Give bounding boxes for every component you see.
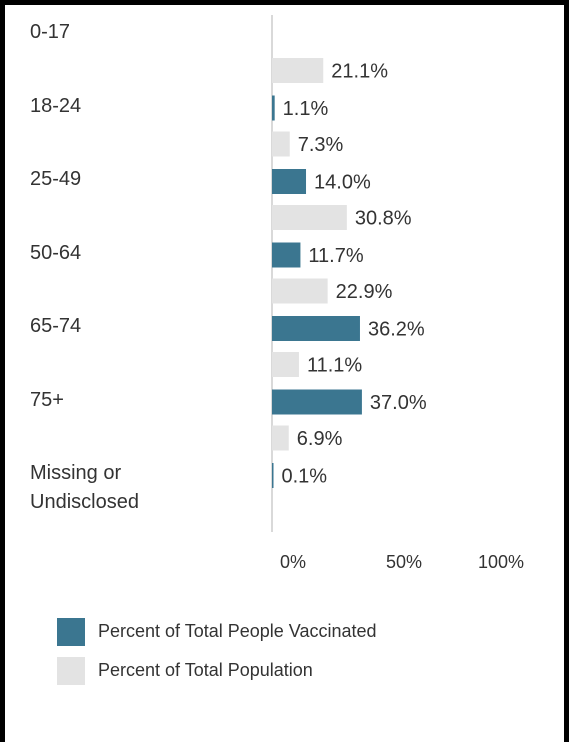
x-tick-label: 0% bbox=[280, 552, 306, 572]
data-label-vaccinated: 11.7% bbox=[308, 245, 363, 267]
category-label: 75+ bbox=[30, 388, 64, 411]
data-label-population: 7.3% bbox=[298, 134, 344, 156]
category-label: 25-49 bbox=[30, 168, 82, 190]
legend-swatch bbox=[57, 657, 85, 685]
bar-vaccinated bbox=[272, 242, 301, 268]
legend-label: Percent of Total People Vaccinated bbox=[98, 621, 377, 641]
bar-vaccinated bbox=[272, 463, 274, 488]
legend-label: Percent of Total Population bbox=[98, 660, 313, 680]
data-label-vaccinated: 1.1% bbox=[283, 98, 329, 120]
legend-swatch bbox=[57, 618, 85, 646]
category-label: 65-74 bbox=[30, 315, 82, 337]
x-tick-label: 50% bbox=[386, 552, 422, 572]
bar-vaccinated bbox=[272, 169, 307, 194]
bar-vaccinated bbox=[272, 95, 275, 121]
data-label-population: 30.8% bbox=[355, 208, 412, 230]
category-label: 50-64 bbox=[30, 241, 82, 264]
category-label: Missing or Undisclosed bbox=[30, 462, 139, 513]
bar-vaccinated bbox=[272, 389, 362, 415]
data-label-vaccinated: 14.0% bbox=[314, 172, 371, 194]
bar-population bbox=[272, 278, 328, 304]
data-label-vaccinated: 0.1% bbox=[282, 466, 328, 488]
data-label-population: 22.9% bbox=[336, 281, 393, 303]
bar-chart: 1.1% 14.0% 11.7% 36.2% 37.0% 0.1% 21.1% 7.3% 30.… bbox=[271, 15, 524, 572]
data-label-population: 6.9% bbox=[297, 428, 343, 450]
bar-population bbox=[272, 352, 299, 377]
x-tick-label: 100% bbox=[478, 552, 524, 572]
bar-population bbox=[272, 205, 347, 230]
bar-population bbox=[272, 58, 324, 83]
data-label-population: 11.1% bbox=[307, 355, 362, 377]
bar-population bbox=[272, 131, 290, 157]
category-label: 0-17 bbox=[30, 21, 71, 43]
data-label-vaccinated: 36.2% bbox=[368, 319, 425, 341]
bar-population bbox=[272, 425, 289, 451]
bar-vaccinated bbox=[272, 316, 360, 341]
data-label-population: 21.1% bbox=[331, 61, 388, 83]
category-label: 18-24 bbox=[30, 94, 82, 117]
data-label-vaccinated: 37.0% bbox=[370, 392, 427, 414]
